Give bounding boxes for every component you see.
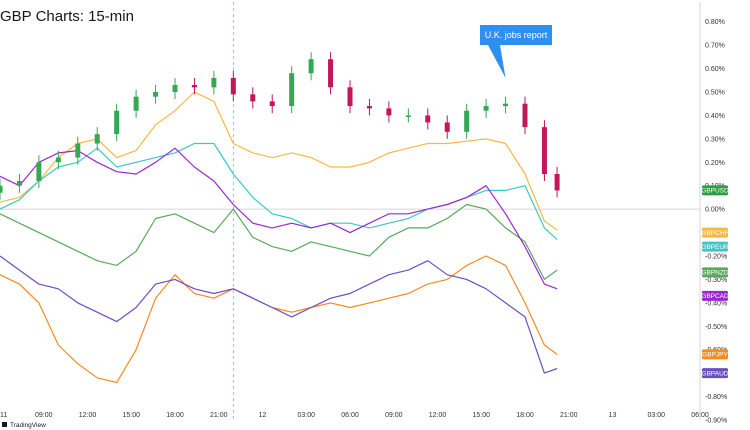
series-line-gbpeur[interactable] <box>0 142 558 241</box>
y-tick-label: 0.60% <box>705 66 725 73</box>
y-tick-label: 0.00% <box>705 207 725 214</box>
candle-body[interactable] <box>347 87 353 107</box>
tradingview-logo-icon <box>2 422 7 427</box>
candle-body[interactable] <box>153 92 159 97</box>
series-tag-gbpusd <box>702 185 728 196</box>
candle-body[interactable] <box>464 110 470 132</box>
candle-body[interactable] <box>133 96 139 111</box>
x-tick-label: 03:00 <box>297 412 315 419</box>
series-tag-gbpnzd <box>702 267 728 278</box>
x-tick-label: 11 <box>0 412 7 419</box>
plot-area[interactable] <box>0 2 700 420</box>
y-tick-label: -0.90% <box>705 418 727 425</box>
series-tag-gbpcad <box>702 290 728 301</box>
candle-body[interactable] <box>94 134 100 144</box>
candle-body[interactable] <box>366 106 372 109</box>
candle-body[interactable] <box>172 84 178 92</box>
series-tag-label: GBPNZD <box>701 270 728 277</box>
x-tick-label: 21:00 <box>210 412 228 419</box>
series-tag-label: GBPUSD <box>701 188 729 195</box>
x-tick-label: 21:00 <box>560 412 578 419</box>
candle-body[interactable] <box>114 110 120 135</box>
series-tag-label: GBPJPY <box>702 352 728 359</box>
callout-label: U.K. jobs report <box>485 30 548 40</box>
x-tick-label: 09:00 <box>385 412 403 419</box>
x-tick-label: 18:00 <box>516 412 534 419</box>
watermark-text: TradingView <box>10 422 46 429</box>
y-tick-label: -0.80% <box>705 394 727 401</box>
series-line-gbpchf[interactable] <box>0 91 558 231</box>
series-tag-gbpaud <box>702 368 728 379</box>
candle-body[interactable] <box>483 106 489 111</box>
candle-body[interactable] <box>386 108 392 116</box>
candle-body[interactable] <box>405 115 411 117</box>
series-tag-gbpjpy <box>702 349 728 360</box>
price-axis[interactable]: 0.80%0.70%0.60%0.50%0.40%0.30%0.20%0.10%… <box>699 2 727 425</box>
series-line-gbpcad[interactable] <box>0 147 558 290</box>
series-tag-label: GBPCHF <box>701 230 728 237</box>
callout-bubble <box>480 25 552 78</box>
candle-body[interactable] <box>444 122 450 132</box>
annotation-callout: U.K. jobs report <box>480 25 552 78</box>
candle-body[interactable] <box>250 94 256 102</box>
y-tick-label: 0.20% <box>705 160 725 167</box>
candle-body[interactable] <box>36 162 42 182</box>
candle-body[interactable] <box>541 127 547 174</box>
candle-body[interactable] <box>230 77 236 95</box>
x-tick-label: 15:00 <box>122 412 140 419</box>
series-tag-gbpchf <box>702 227 728 238</box>
series-tag-gbpeur <box>702 241 728 252</box>
y-tick-label: -0.50% <box>705 324 727 331</box>
candle-body[interactable] <box>191 84 197 88</box>
x-tick-label: 06:00 <box>341 412 359 419</box>
y-tick-label: 0.40% <box>705 113 725 120</box>
candle-body[interactable] <box>269 101 275 107</box>
series-tag-label: GBPEUR <box>701 244 729 251</box>
x-tick-label: 12 <box>259 412 267 419</box>
y-tick-label: -0.30% <box>705 277 727 284</box>
x-tick-label: 12:00 <box>429 412 447 419</box>
y-tick-label: 0.30% <box>705 136 725 143</box>
candle-body[interactable] <box>503 103 509 107</box>
time-axis[interactable]: 11 09:00 12:00 15:00 18:00 21:00 12 03:00 06:00 0… <box>0 412 709 419</box>
candle-body[interactable] <box>554 174 560 191</box>
x-tick-label: 12:00 <box>79 412 97 419</box>
candle-body[interactable] <box>16 181 22 186</box>
series-tag-label: GBPAUD <box>702 370 729 377</box>
candle-body[interactable] <box>425 115 431 123</box>
series-tag-label: GBPCAD <box>701 293 729 300</box>
watermark: TradingView <box>2 422 46 429</box>
candle-body[interactable] <box>0 185 3 193</box>
series-line-gbpaud[interactable] <box>0 255 558 374</box>
candle-body[interactable] <box>522 103 528 128</box>
candle-body[interactable] <box>328 59 334 88</box>
series-tags: GBPUSD GBPCHF GBPEUR GBPNZD GBPCAD GBPJPY GBPA… <box>701 185 729 379</box>
chart-title: GBP Charts: 15-min <box>0 8 134 25</box>
series-line-gbpjpy[interactable] <box>0 255 558 384</box>
y-tick-label: 0.70% <box>705 43 725 50</box>
x-tick-label: 03:00 <box>647 412 665 419</box>
x-tick-label: 06:00 <box>691 412 709 419</box>
candle-body[interactable] <box>211 77 217 88</box>
y-tick-label: -0.40% <box>705 300 727 307</box>
x-tick-label: 18:00 <box>166 412 184 419</box>
candle-body[interactable] <box>55 157 61 163</box>
candle-body[interactable] <box>308 59 314 74</box>
candle-body[interactable] <box>289 73 295 107</box>
series-line-gbpnzd[interactable] <box>0 203 558 280</box>
x-tick-label: 13 <box>609 412 617 419</box>
y-tick-label: 0.80% <box>705 19 725 26</box>
x-tick-label: 09:00 <box>35 412 53 419</box>
candle-body[interactable] <box>75 143 81 158</box>
x-tick-label: 15:00 <box>472 412 490 419</box>
y-tick-label: -0.20% <box>705 254 727 261</box>
y-tick-label: 0.50% <box>705 90 725 97</box>
